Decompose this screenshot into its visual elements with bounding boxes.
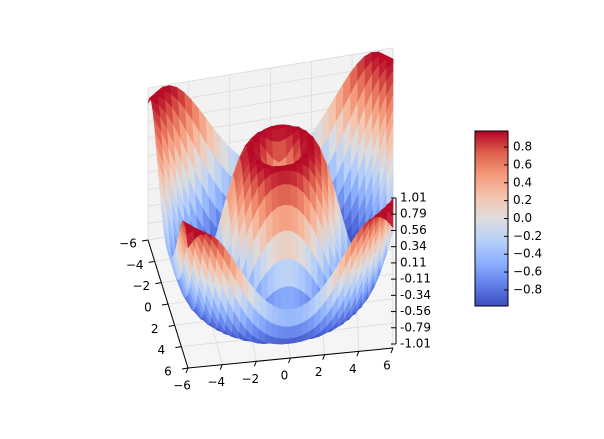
surface-facet: [290, 205, 299, 236]
y-tick-mark: [155, 282, 162, 285]
surface-facet: [288, 324, 297, 339]
colorbar-tick-label: −0.4: [513, 247, 542, 261]
z-tick-label: -0.34: [400, 288, 431, 302]
y-tick-mark: [175, 346, 182, 349]
x-tick-label: 2: [315, 365, 323, 379]
surface-facet: [271, 304, 279, 326]
x-axis: −6 −4 −2 0 2 4 6: [173, 347, 394, 393]
surface-facet: [284, 230, 293, 260]
y-axis: −6 −4 −2 0 2 4 6: [119, 237, 189, 379]
x-tick-mark: [253, 361, 257, 367]
x-tick-mark: [185, 367, 189, 374]
z-tick-label: 0.34: [400, 239, 427, 253]
surface-facet: [286, 286, 294, 312]
colorbar-tick-label: 0.4: [513, 175, 532, 189]
surface-facet: [265, 300, 273, 324]
surface-facet: [271, 206, 280, 239]
x-tick-mark: [288, 357, 291, 364]
y-tick-mark: [181, 367, 189, 370]
z-tick-label: 0.56: [400, 223, 427, 237]
surface-facet: [272, 260, 281, 293]
x-tick-mark: [322, 354, 326, 360]
surface-facet: [282, 325, 291, 339]
x-tick-label: 0: [281, 369, 289, 383]
surface-facet: [283, 309, 291, 327]
surface-facet: [289, 308, 297, 327]
x-tick-label: 6: [383, 359, 391, 373]
z-tick-label: -0.56: [400, 304, 431, 318]
x-tick-label: −4: [207, 375, 225, 389]
x-tick-mark: [390, 347, 394, 354]
x-tick-mark: [356, 351, 360, 357]
y-tick-label: −4: [126, 258, 144, 272]
surface-facet: [277, 307, 285, 327]
z-tick-label: -1.01: [400, 337, 431, 351]
y-tick-mark: [148, 260, 155, 263]
surface-facet: [276, 337, 284, 345]
y-tick-mark: [168, 324, 175, 327]
surface-facet: [278, 230, 287, 262]
surface-facet: [290, 184, 298, 210]
colorbar-tick-label: 0.2: [513, 193, 532, 207]
surface-facet: [291, 230, 299, 264]
y-tick-mark: [161, 303, 169, 306]
colorbar-tick-label: −0.8: [513, 282, 542, 296]
y-tick-label: 0: [144, 301, 152, 315]
y-tick-label: −2: [132, 279, 150, 293]
surface-facet: [306, 143, 315, 150]
surface-facet: [295, 305, 303, 326]
surface-facet: [277, 204, 286, 234]
surface-facet: [306, 138, 314, 145]
surface-facet: [276, 324, 285, 339]
colorbar-tick-label: −0.2: [513, 229, 542, 243]
surface-facet: [279, 258, 287, 289]
surface-facet: [277, 184, 285, 208]
surface-facet: [283, 170, 291, 186]
colorbar-tick-label: 0.8: [513, 140, 532, 154]
colorbar-tick-label: −0.6: [513, 265, 542, 279]
surface-facet: [272, 232, 280, 267]
z-tick-label: 0.79: [400, 207, 427, 221]
z-tick-label: 1.01: [400, 191, 427, 205]
surface-facet: [283, 184, 292, 206]
y-tick-label: −6: [119, 237, 137, 251]
surface-facet: [276, 170, 285, 187]
y-tick-mark: [141, 239, 149, 242]
colorbar-tick-label: 0.0: [513, 211, 532, 225]
y-tick-label: 6: [164, 365, 172, 379]
z-tick-label: 0.11: [400, 255, 427, 269]
colorbar: 0.8 0.6 0.4 0.2 0.0 −0.2 −0.4 −0.6 −0.8: [474, 130, 542, 307]
surface-facet: [285, 258, 294, 288]
z-tick-label: -0.79: [400, 320, 431, 334]
surface-facet: [186, 230, 195, 249]
surface-facet: [282, 337, 290, 345]
surface-facet: [284, 204, 292, 232]
gridline: [147, 47, 394, 89]
x-tick-mark: [219, 364, 223, 370]
x-tick-label: −6: [173, 379, 191, 393]
surface: [147, 51, 394, 345]
colorbar-tick-label: 0.6: [513, 157, 532, 171]
y-tick-label: 4: [158, 343, 166, 357]
x-tick-label: −2: [241, 372, 259, 386]
colorbar-gradient: [474, 130, 509, 307]
y-tick-label: 2: [151, 322, 159, 336]
surface-facet: [291, 259, 300, 290]
z-axis: 1.01 0.79 0.56 0.34 0.11 -0.11 -0.34 -0.56 -0.79…: [391, 191, 431, 351]
x-tick-label: 4: [349, 362, 357, 376]
surface-facet: [271, 129, 280, 143]
surface-facet: [282, 164, 291, 172]
z-tick-label: -0.11: [400, 272, 431, 286]
